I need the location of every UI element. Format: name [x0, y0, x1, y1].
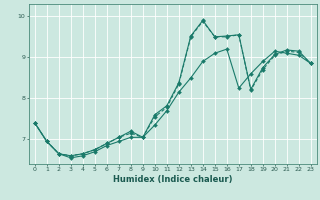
X-axis label: Humidex (Indice chaleur): Humidex (Indice chaleur) — [113, 175, 233, 184]
